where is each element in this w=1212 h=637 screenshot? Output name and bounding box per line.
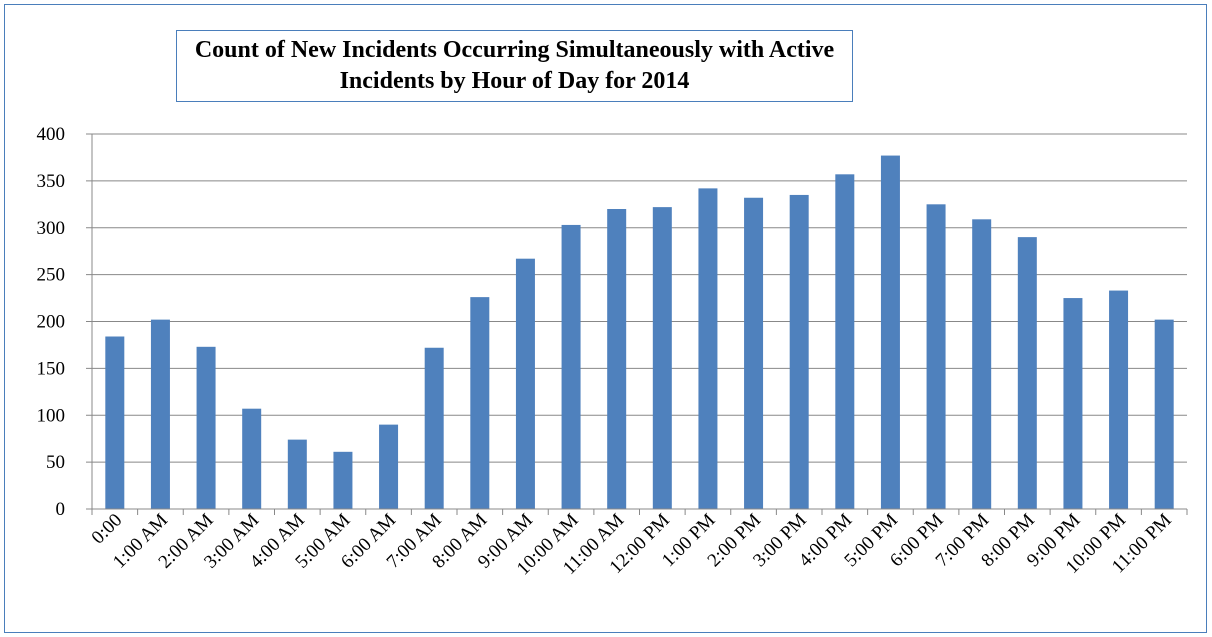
bar bbox=[150, 319, 170, 509]
bar bbox=[1063, 298, 1083, 509]
bar bbox=[561, 224, 581, 509]
bar bbox=[789, 194, 809, 509]
chart-frame bbox=[4, 4, 1207, 633]
bar bbox=[880, 155, 900, 509]
y-tick-label: 200 bbox=[37, 312, 66, 333]
bar bbox=[607, 209, 627, 509]
bar bbox=[652, 207, 672, 509]
bar bbox=[744, 197, 764, 509]
bar bbox=[379, 424, 399, 509]
bar bbox=[1154, 319, 1174, 509]
y-tick-label: 250 bbox=[37, 265, 66, 286]
bar bbox=[196, 346, 216, 509]
bar bbox=[1017, 237, 1037, 509]
y-tick-label: 350 bbox=[37, 171, 66, 192]
bar bbox=[835, 174, 855, 509]
bar bbox=[1109, 290, 1129, 509]
x-tick-labels: 0:001:00 AM2:00 AM3:00 AM4:00 AM5:00 AM6… bbox=[88, 510, 1176, 580]
bar bbox=[287, 439, 307, 509]
chart-title: Count of New Incidents Occurring Simulta… bbox=[194, 37, 835, 94]
bar bbox=[105, 336, 125, 509]
y-tick-label: 0 bbox=[56, 499, 66, 520]
bars bbox=[105, 155, 1174, 509]
y-tick-label: 100 bbox=[37, 405, 66, 426]
y-tick-label: 50 bbox=[46, 452, 65, 473]
bar bbox=[424, 347, 444, 509]
bar bbox=[515, 258, 535, 509]
bar bbox=[333, 451, 353, 509]
bar bbox=[698, 188, 718, 509]
y-tick-labels: 0 50 100 150 200 250 300 350 400 bbox=[37, 124, 66, 520]
chart-title-box: Count of New Incidents Occurring Simulta… bbox=[176, 30, 853, 102]
bar bbox=[926, 204, 946, 509]
gridlines bbox=[92, 133, 1187, 463]
y-tick-label: 400 bbox=[37, 124, 66, 145]
bar bbox=[972, 219, 992, 509]
x-tick-label: 0:00 bbox=[88, 510, 127, 549]
bar bbox=[470, 297, 490, 509]
y-tick-label: 300 bbox=[37, 218, 66, 239]
bar bbox=[242, 408, 262, 509]
y-tick-label: 150 bbox=[37, 358, 66, 379]
axes bbox=[86, 133, 1188, 515]
